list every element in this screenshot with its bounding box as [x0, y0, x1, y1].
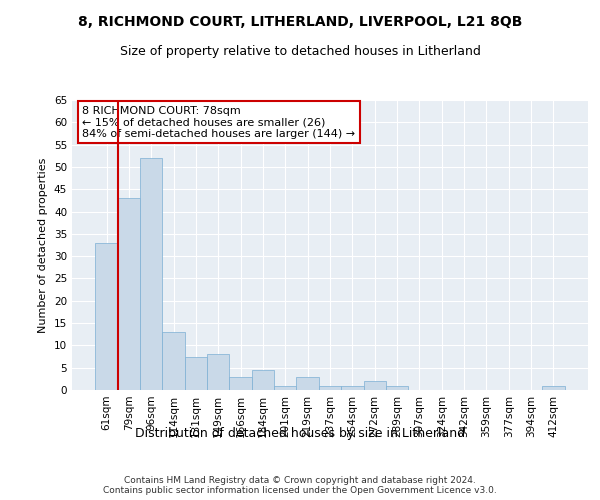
Text: Contains HM Land Registry data © Crown copyright and database right 2024.
Contai: Contains HM Land Registry data © Crown c…: [103, 476, 497, 495]
Bar: [118, 198, 140, 390]
Bar: [229, 376, 252, 390]
Text: Distribution of detached houses by size in Litherland: Distribution of detached houses by size …: [135, 428, 465, 440]
Bar: [207, 354, 229, 390]
Bar: [274, 386, 296, 390]
Bar: [296, 376, 319, 390]
Bar: [95, 243, 118, 390]
Bar: [364, 381, 386, 390]
Text: 8 RICHMOND COURT: 78sqm
← 15% of detached houses are smaller (26)
84% of semi-de: 8 RICHMOND COURT: 78sqm ← 15% of detache…: [82, 106, 355, 139]
Bar: [386, 386, 408, 390]
Text: Size of property relative to detached houses in Litherland: Size of property relative to detached ho…: [119, 45, 481, 58]
Bar: [542, 386, 565, 390]
Bar: [140, 158, 163, 390]
Bar: [341, 386, 364, 390]
Bar: [252, 370, 274, 390]
Bar: [319, 386, 341, 390]
Bar: [185, 356, 207, 390]
Text: 8, RICHMOND COURT, LITHERLAND, LIVERPOOL, L21 8QB: 8, RICHMOND COURT, LITHERLAND, LIVERPOOL…: [78, 15, 522, 29]
Y-axis label: Number of detached properties: Number of detached properties: [38, 158, 49, 332]
Bar: [163, 332, 185, 390]
